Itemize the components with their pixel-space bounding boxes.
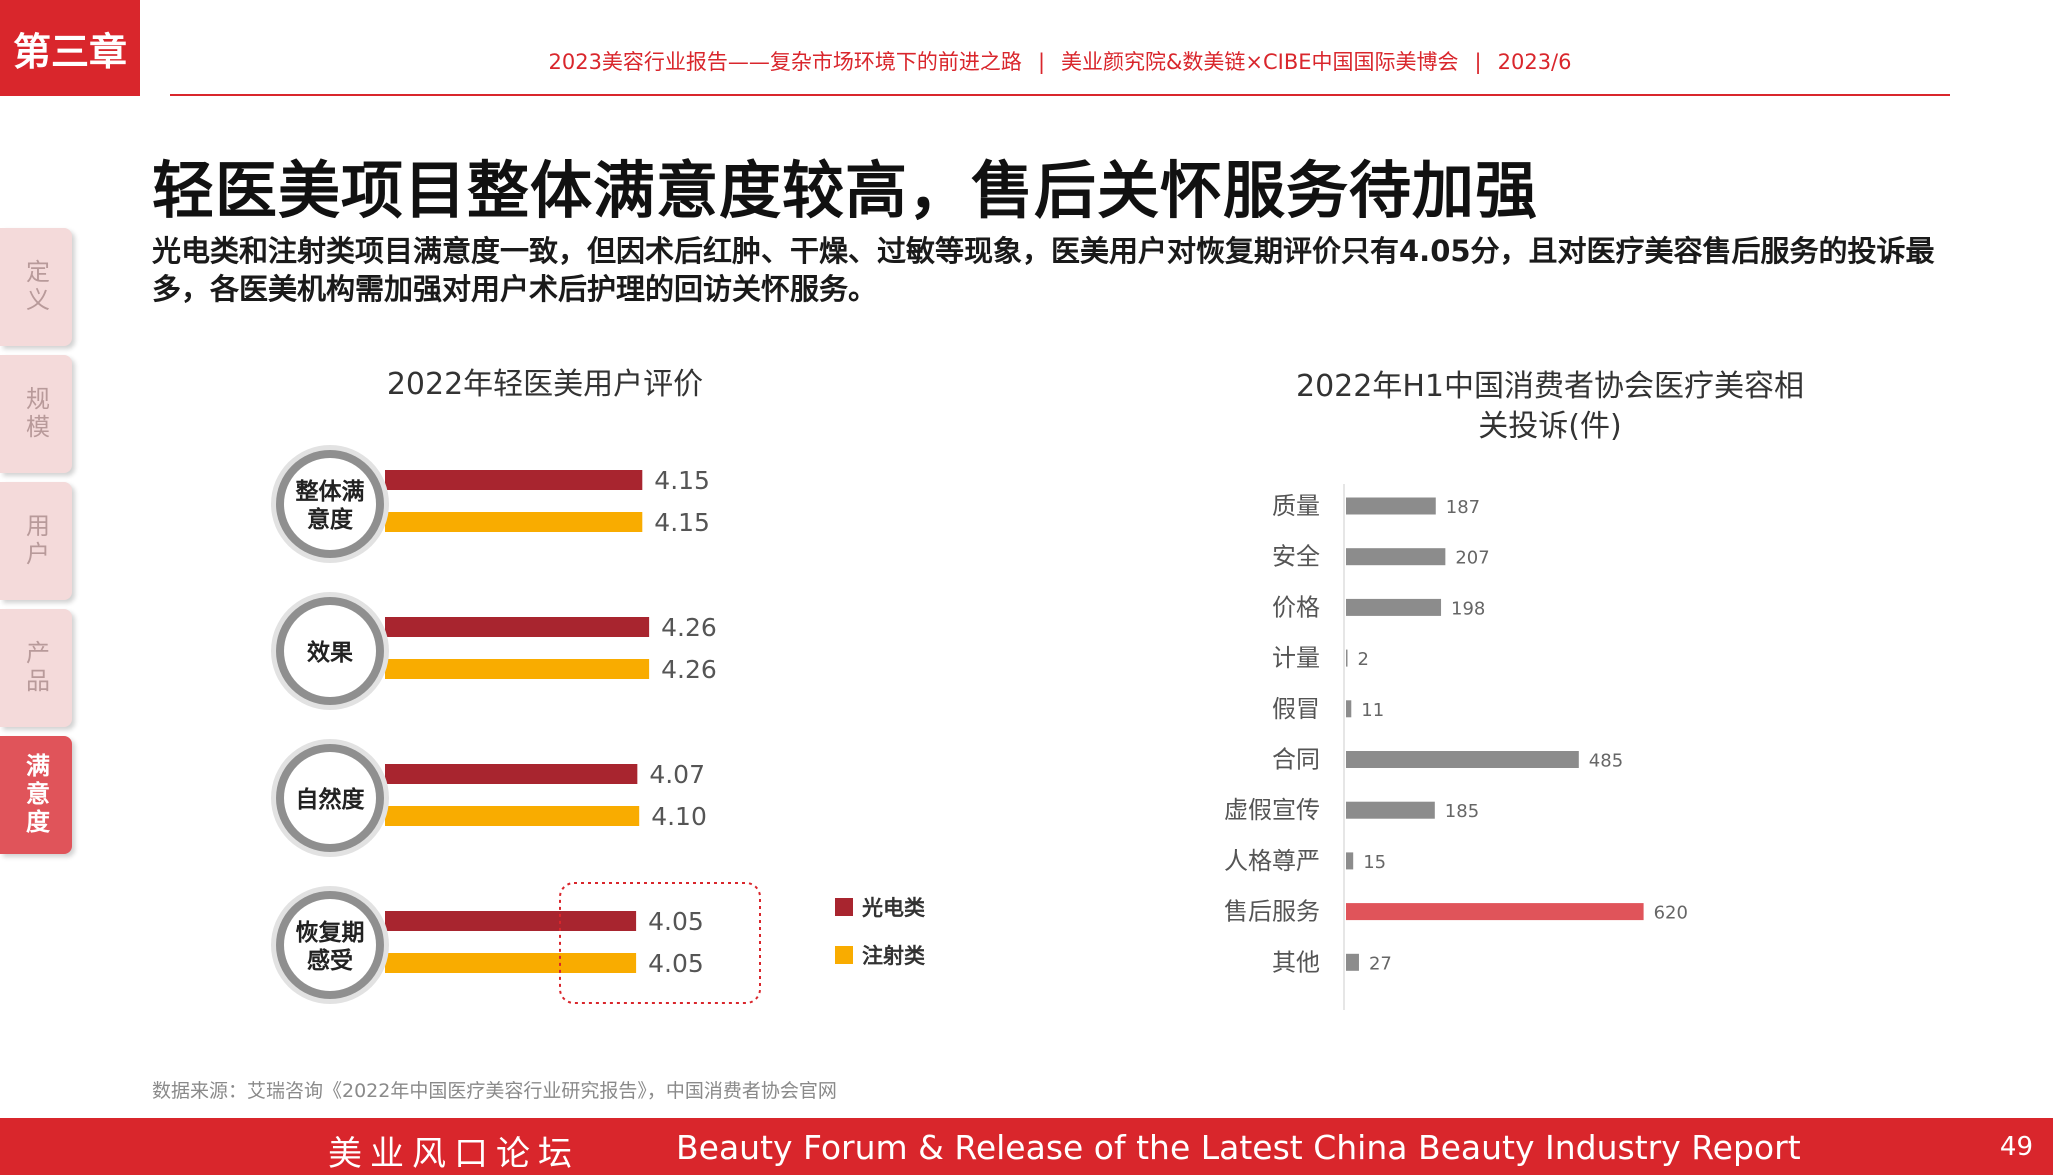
- bar-value-label: 4.07: [649, 760, 705, 789]
- bar-光电类: [385, 617, 650, 637]
- header-orgs: 美业颜究院&数美链×CIBE中国国际美博会: [1061, 50, 1459, 74]
- bar-光电类: [385, 470, 643, 490]
- category-label: 恢复期: [296, 919, 365, 946]
- legend-label: 光电类: [861, 896, 926, 920]
- chart-title: 关投诉(件): [1478, 409, 1621, 444]
- bar-value-label: 485: [1589, 751, 1623, 772]
- bar-光电类: [385, 911, 637, 931]
- bar: [1346, 548, 1446, 566]
- category-label: 感受: [307, 947, 353, 974]
- data-source: 数据来源：艾瑞咨询《2022年中国医疗美容行业研究报告》，中国消费者协会官网: [152, 1080, 837, 1102]
- category-badge: [284, 605, 376, 697]
- bar-value-label: 15: [1363, 852, 1386, 873]
- side-tab-label: 定义: [21, 259, 50, 315]
- bar: [1346, 598, 1442, 616]
- chapter-tag: 第三章: [0, 0, 140, 96]
- legend-swatch: [835, 946, 853, 964]
- legend-label: 注射类: [862, 944, 926, 968]
- category-label: 虚假宣传: [1224, 796, 1320, 824]
- page-subtitle: 光电类和注射类项目满意度一致，但因术后红肿、干燥、过敏等现象，医美用户对恢复期评…: [152, 234, 1935, 306]
- side-tab-scale[interactable]: 规模: [0, 355, 72, 473]
- bar-value-label: 4.10: [651, 802, 707, 831]
- satisfaction-chart: 2022年轻医美用户评价 4.15 4.15 整体满 意度 4.26 4.26 效果 4.07 4…: [240, 350, 1000, 1030]
- header-divider: [170, 94, 1950, 96]
- bar-value-label: 207: [1455, 548, 1489, 569]
- page-number: 49: [1999, 1132, 2033, 1162]
- category-label: 效果: [307, 639, 353, 666]
- chart-title: 2022年H1中国消费者协会医疗美容相: [1296, 369, 1804, 404]
- header-report: 2023美容行业报告——复杂市场环境下的前进之路: [548, 50, 1022, 74]
- bar: [1346, 649, 1348, 667]
- bar-value-label: 4.05: [648, 949, 704, 978]
- bar: [1346, 751, 1579, 768]
- bar-value-label: 4.05: [648, 907, 704, 936]
- category-label: 计量: [1272, 644, 1320, 672]
- bar-value-label: 27: [1369, 953, 1392, 974]
- bar: [1346, 903, 1644, 921]
- side-tab-label: 产品: [21, 640, 50, 696]
- category-label: 合同: [1272, 746, 1320, 774]
- category-label: 售后服务: [1224, 898, 1320, 926]
- category-label: 假冒: [1272, 695, 1320, 723]
- bar-value-label: 4.15: [654, 508, 710, 537]
- header-separator: |: [1474, 50, 1482, 74]
- bar-光电类: [385, 764, 638, 784]
- bar: [1346, 801, 1435, 819]
- bar: [1346, 700, 1352, 718]
- footer-cn: 美业风口论坛: [328, 1134, 580, 1174]
- bar-value-label: 185: [1445, 801, 1479, 822]
- side-tab-satisfaction[interactable]: 满意度: [0, 736, 72, 854]
- legend-swatch: [835, 898, 853, 916]
- footer-en: Beauty Forum & Release of the Latest Chi…: [676, 1128, 1801, 1167]
- bar-value-label: 4.26: [661, 655, 717, 684]
- bar: [1346, 497, 1436, 515]
- chart-title: 2022年轻医美用户评价: [387, 367, 703, 402]
- bar-value-label: 187: [1446, 497, 1480, 518]
- page-title: 轻医美项目整体满意度较高，售后关怀服务待加强: [152, 154, 1539, 227]
- bar-value-label: 4.26: [661, 613, 717, 642]
- side-tab-label: 满意度: [21, 753, 50, 837]
- side-tab-definition[interactable]: 定义: [0, 228, 72, 346]
- side-tab-users[interactable]: 用户: [0, 482, 72, 600]
- bar-value-label: 11: [1361, 700, 1384, 721]
- category-label: 整体满: [296, 478, 365, 505]
- category-label: 安全: [1272, 543, 1320, 571]
- side-tab-label: 规模: [21, 386, 50, 442]
- page-header: 2023美容行业报告——复杂市场环境下的前进之路 | 美业颜究院&数美链×CIBE中…: [170, 46, 1950, 76]
- side-tab-label: 用户: [21, 513, 50, 569]
- complaints-chart: 2022年H1中国消费者协会医疗美容相 关投诉(件) 质量 187 安全 207 价格 198…: [1160, 350, 1860, 1010]
- bar: [1346, 852, 1354, 870]
- satisfaction-chart-svg: 2022年轻医美用户评价 4.15 4.15 整体满意度 4.26 4.26 效果 4.07 4…: [271, 367, 926, 1004]
- category-label: 价格: [1272, 593, 1320, 621]
- header-date: 2023/6: [1497, 50, 1572, 74]
- side-tab-products[interactable]: 产品: [0, 609, 72, 727]
- header-separator: |: [1037, 50, 1046, 74]
- highlight-box: [559, 882, 761, 1004]
- footer-bar: 美业风口论坛 Beauty Forum & Release of the Lat…: [0, 1118, 2053, 1175]
- category-label: 质量: [1272, 492, 1320, 520]
- category-label: 自然度: [296, 786, 366, 813]
- category-badge: [284, 458, 376, 550]
- category-label: 意度: [307, 506, 354, 533]
- bar-value-label: 620: [1654, 903, 1688, 924]
- category-badge: [284, 899, 376, 991]
- bar-value-label: 198: [1451, 598, 1485, 619]
- bar-value-label: 2: [1358, 649, 1369, 670]
- bar-注射类: [385, 806, 640, 826]
- bar-注射类: [385, 512, 643, 532]
- bar-注射类: [385, 953, 637, 973]
- category-label: 人格尊严: [1224, 847, 1320, 875]
- bar-value-label: 4.15: [654, 466, 710, 495]
- bar: [1346, 953, 1359, 971]
- bar-注射类: [385, 659, 650, 679]
- category-badge: [284, 752, 376, 844]
- category-label: 其他: [1272, 948, 1320, 976]
